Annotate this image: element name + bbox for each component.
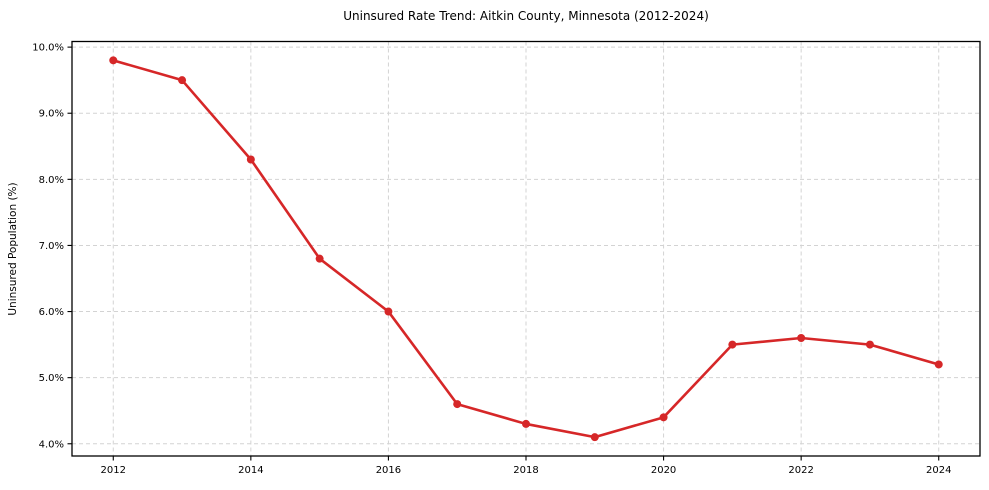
data-point — [246, 155, 255, 164]
data-point — [384, 307, 393, 316]
chart-title: Uninsured Rate Trend: Aitkin County, Min… — [343, 9, 709, 23]
data-point — [797, 333, 806, 342]
y-tick-label: 5.0% — [39, 373, 64, 384]
y-tick-label: 8.0% — [39, 175, 64, 186]
y-tick-label: 7.0% — [39, 241, 64, 252]
x-tick-label: 2022 — [788, 465, 813, 476]
data-point — [659, 413, 668, 422]
data-point — [109, 56, 118, 65]
data-point — [178, 76, 187, 85]
x-tick-label: 2018 — [513, 465, 538, 476]
data-point — [728, 340, 737, 349]
data-point — [590, 433, 599, 442]
data-point — [315, 254, 324, 263]
x-tick-label: 2020 — [651, 465, 676, 476]
y-tick-label: 4.0% — [39, 439, 64, 450]
data-point — [453, 400, 462, 409]
data-point — [522, 419, 530, 428]
x-tick-label: 2016 — [376, 465, 401, 476]
y-tick-label: 6.0% — [39, 307, 64, 318]
x-tick-label: 2014 — [238, 465, 263, 476]
x-tick-label: 2012 — [101, 465, 126, 476]
y-tick-label: 10.0% — [32, 43, 64, 54]
data-point — [934, 360, 943, 369]
x-tick-label: 2024 — [926, 465, 951, 476]
y-tick-label: 9.0% — [39, 109, 64, 120]
data-point — [865, 340, 874, 349]
